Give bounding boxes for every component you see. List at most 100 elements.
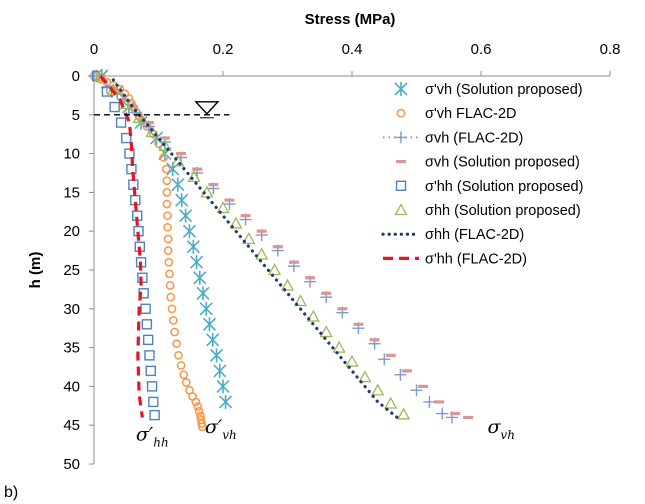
data-point	[163, 246, 173, 255]
data-point	[144, 350, 155, 361]
legend-item: σhh (Solution proposed)	[394, 203, 581, 219]
data-point	[410, 384, 423, 397]
data-point	[319, 325, 333, 338]
y-tick-label: 0	[72, 68, 80, 85]
data-point	[165, 269, 174, 279]
legend-marker	[395, 131, 407, 144]
data-point	[140, 303, 151, 314]
series-layer	[88, 69, 474, 432]
data-point	[162, 188, 172, 197]
legend-label: σ'vh (Solution proposed)	[425, 82, 583, 98]
data-point	[397, 407, 411, 420]
data-point	[371, 383, 385, 396]
data-point	[166, 292, 176, 302]
data-point	[216, 379, 230, 394]
data-point	[196, 286, 210, 301]
y-tick-label: 25	[63, 262, 80, 279]
legend-label: σ'hh (Solution proposed)	[425, 179, 583, 195]
legend-item: σ'hh (Solution proposed)	[395, 179, 583, 195]
data-point	[198, 422, 207, 432]
data-point	[268, 263, 282, 276]
y-tick-label: 35	[63, 340, 80, 357]
data-point	[199, 301, 213, 316]
data-point	[345, 354, 359, 367]
curve-label: σ′hh	[136, 424, 169, 450]
data-point	[206, 332, 220, 347]
data-point	[141, 319, 153, 330]
x-axis-title: Stress (MPa)	[305, 11, 396, 28]
legend-item: σ'hh (FLAC-2D)	[383, 251, 527, 267]
legend-item: σhh (FLAC-2D)	[381, 227, 524, 243]
legend-item: σ'vh (Solution proposed)	[394, 82, 583, 98]
legend-item: σvh (FLAC-2D)	[383, 130, 523, 146]
x-tick-label: 0.4	[342, 41, 363, 58]
data-point	[394, 368, 407, 381]
legend-item: σvh (Solution proposed)	[396, 155, 580, 171]
data-point	[193, 402, 203, 411]
data-point	[161, 164, 171, 174]
data-point	[159, 153, 169, 162]
data-point	[384, 396, 398, 409]
data-point	[162, 199, 172, 209]
legend-marker	[396, 108, 406, 118]
y-tick-label: 15	[63, 184, 80, 201]
data-point	[170, 327, 179, 337]
y-tick-label: 30	[63, 301, 80, 318]
x-tick-label: 0.2	[213, 41, 234, 58]
data-point	[93, 69, 108, 82]
data-point	[142, 334, 154, 346]
legend-label: σ'vh FLAC-2D	[425, 106, 517, 122]
data-point	[280, 278, 295, 291]
data-point	[293, 294, 307, 307]
data-point	[306, 309, 320, 322]
data-point	[158, 138, 172, 151]
data-point	[163, 222, 172, 232]
legend: σ'vh (Solution proposed) σ'vh FLAC-2D σvh …	[381, 82, 583, 267]
series-5	[93, 69, 411, 420]
data-point	[423, 395, 436, 408]
legend-label: σhh (Solution proposed)	[425, 203, 581, 219]
data-point	[358, 370, 372, 383]
data-point	[145, 125, 159, 138]
data-point	[165, 281, 175, 290]
y-axis-title: h (m)	[27, 252, 44, 289]
data-point	[189, 255, 204, 270]
data-point	[255, 247, 269, 260]
data-point	[167, 304, 177, 314]
data-point	[179, 370, 189, 380]
legend-label: σvh (FLAC-2D)	[425, 130, 523, 146]
data-point	[132, 111, 146, 124]
data-point	[172, 339, 181, 349]
data-point	[148, 396, 159, 408]
data-point	[171, 177, 185, 192]
series-6	[111, 78, 399, 420]
series-line	[111, 78, 399, 420]
data-point	[121, 132, 132, 144]
curve-label: σ′vh	[205, 416, 237, 442]
legend-item: σ'vh FLAC-2D	[396, 106, 517, 122]
data-point	[194, 406, 204, 416]
data-point	[168, 316, 178, 325]
y-tick-label: 5	[72, 107, 80, 124]
data-point	[124, 148, 135, 159]
data-point	[219, 394, 233, 409]
data-point	[174, 351, 183, 360]
data-point	[175, 193, 189, 208]
water-table-icon	[194, 101, 220, 115]
legend-label: σ'hh (FLAC-2D)	[425, 251, 527, 267]
series-1	[89, 71, 207, 432]
data-point	[193, 270, 207, 285]
data-point	[179, 208, 193, 223]
legend-label: σhh (FLAC-2D)	[425, 227, 524, 243]
axes: 0 0.2 0.4 0.6 0.8 0 5 10 15 20 25 30 35 40 45 50	[63, 41, 620, 473]
data-point	[242, 232, 256, 245]
legend-marker	[394, 203, 408, 216]
data-point	[162, 176, 172, 186]
panel-label: b)	[4, 484, 18, 501]
data-point	[119, 97, 133, 110]
data-point	[213, 363, 227, 378]
legend-marker	[395, 180, 407, 192]
data-point	[115, 117, 127, 128]
data-point	[176, 361, 186, 370]
